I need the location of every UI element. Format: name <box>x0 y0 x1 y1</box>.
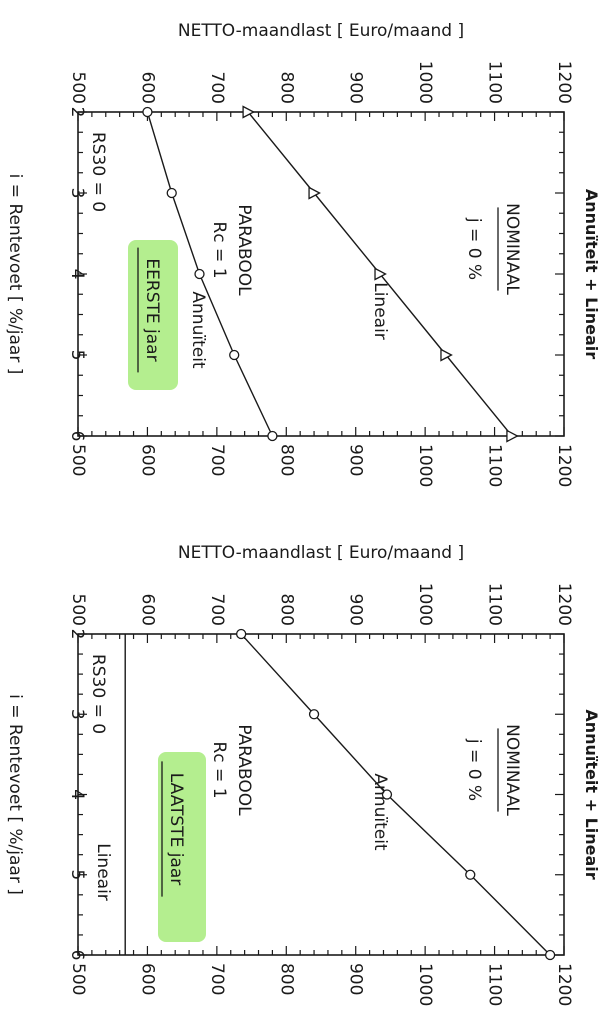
data-point-triangle <box>506 429 519 443</box>
value-tick-label-bottom: 700 <box>207 444 227 476</box>
value-tick-label-bottom: 900 <box>346 963 366 995</box>
annotation-nominaal: NOMINAAL <box>502 724 522 816</box>
value-tick-label-top: 800 <box>276 72 296 104</box>
value-tick-label-top: 1100 <box>485 583 505 626</box>
rate-tick-label: 4 <box>67 789 87 800</box>
data-point-triangle <box>308 186 321 200</box>
value-tick-label-top: 700 <box>207 72 227 104</box>
x-axis-label: i = Rentevoet [ %/jaar ] <box>5 174 25 375</box>
y-axis-label: NETTO-maandlast [ Euro/maand ] <box>178 543 464 563</box>
annotation-jaar: EERSTE jaar <box>142 258 162 361</box>
value-tick-label-bottom: 500 <box>68 444 88 476</box>
series-label-lineair: Lineair <box>370 282 390 340</box>
data-point-circle <box>229 349 240 361</box>
annotation-rc: Rc = 1 <box>209 221 229 278</box>
highlighter-mark <box>158 752 206 942</box>
value-tick-label-bottom: 600 <box>137 963 157 995</box>
annotation-rc: Rc = 1 <box>209 741 229 798</box>
data-point-circle <box>267 430 278 442</box>
value-tick-label-bottom: 1100 <box>485 963 505 1006</box>
value-tick-label-top: 1200 <box>554 583 574 626</box>
value-tick-label-top: 900 <box>346 72 366 104</box>
data-point-triangle <box>440 348 453 362</box>
rate-tick-label: 3 <box>67 709 87 720</box>
value-tick-label-bottom: 900 <box>346 444 366 476</box>
data-point-circle <box>236 628 247 640</box>
series-label-annuteit: Annuïteit <box>370 773 390 851</box>
annotation-rs30: RS30 = 0 <box>88 132 108 212</box>
plot-frame <box>77 633 565 956</box>
value-tick-label-bottom: 1200 <box>554 963 574 1006</box>
value-tick-label-bottom: 1000 <box>415 444 435 487</box>
value-tick-label-top: 1000 <box>415 583 435 626</box>
data-point-circle <box>381 789 393 800</box>
data-point-circle <box>544 949 556 961</box>
value-tick-label-bottom: 800 <box>276 963 296 995</box>
series-label-lineair: Lineair <box>93 843 113 901</box>
rate-tick-label: 6 <box>67 431 87 442</box>
value-tick-label-top: 600 <box>137 72 157 104</box>
value-tick-label-top: 800 <box>276 594 296 626</box>
chart-panel-1: 500 500 600 600 700 700 800 800 900 900 1000 1000 11… <box>5 21 601 487</box>
annotation-jaar: LAATSTE jaar <box>166 773 186 886</box>
rate-tick-label: 2 <box>67 629 87 640</box>
value-tick-label-bottom: 600 <box>137 444 157 476</box>
annotation-j: j = 0 % <box>464 217 484 280</box>
chart-panel-2: 500 500 600 600 700 700 800 800 900 900 1000 1000 11… <box>5 543 601 1006</box>
annotation-parabool: PARABOOL <box>234 724 254 816</box>
value-tick-label-bottom: 1200 <box>554 444 574 487</box>
value-tick-label-top: 1200 <box>554 61 574 104</box>
data-point-circle <box>166 187 177 199</box>
value-tick-label-top: 1100 <box>485 61 505 104</box>
series-label-annuteit: Annuïteit <box>188 291 208 369</box>
rate-tick-label: 5 <box>67 869 87 880</box>
data-point-circle <box>194 268 205 280</box>
rate-tick-label: 6 <box>67 950 87 961</box>
x-axis-label: i = Rentevoet [ %/jaar ] <box>5 694 25 895</box>
annotation-rs30: RS30 = 0 <box>88 654 108 734</box>
value-tick-label-bottom: 800 <box>276 444 296 476</box>
annotation-nominaal: NOMINAAL <box>502 203 522 295</box>
annotation-parabool: PARABOOL <box>234 204 254 296</box>
chart-title: Annuïteit + Lineair <box>582 189 601 359</box>
value-tick-label-bottom: 700 <box>207 963 227 995</box>
data-point-triangle <box>374 267 387 281</box>
value-tick-label-top: 500 <box>68 72 88 104</box>
chart-title: Annuïteit + Lineair <box>582 709 601 879</box>
data-point-circle <box>308 709 320 720</box>
value-tick-label-bottom: 1100 <box>485 444 505 487</box>
highlighter-mark <box>128 240 178 390</box>
value-tick-label-top: 900 <box>346 594 366 626</box>
value-tick-label-top: 700 <box>207 594 227 626</box>
y-axis-label: NETTO-maandlast [ Euro/maand ] <box>178 21 464 41</box>
rate-tick-label: 4 <box>67 269 87 280</box>
value-tick-label-top: 1000 <box>415 61 435 104</box>
rate-tick-label: 5 <box>67 350 87 361</box>
data-point-circle <box>142 106 153 118</box>
rate-tick-label: 3 <box>67 188 87 199</box>
annotation-j: j = 0 % <box>464 738 484 801</box>
value-tick-label-top: 500 <box>68 594 88 626</box>
data-point-circle <box>465 869 476 880</box>
value-tick-label-bottom: 500 <box>68 963 88 995</box>
value-tick-label-bottom: 1000 <box>415 963 435 1006</box>
value-tick-label-top: 600 <box>137 594 157 626</box>
rate-tick-label: 2 <box>67 107 87 118</box>
data-point-triangle <box>242 105 256 119</box>
